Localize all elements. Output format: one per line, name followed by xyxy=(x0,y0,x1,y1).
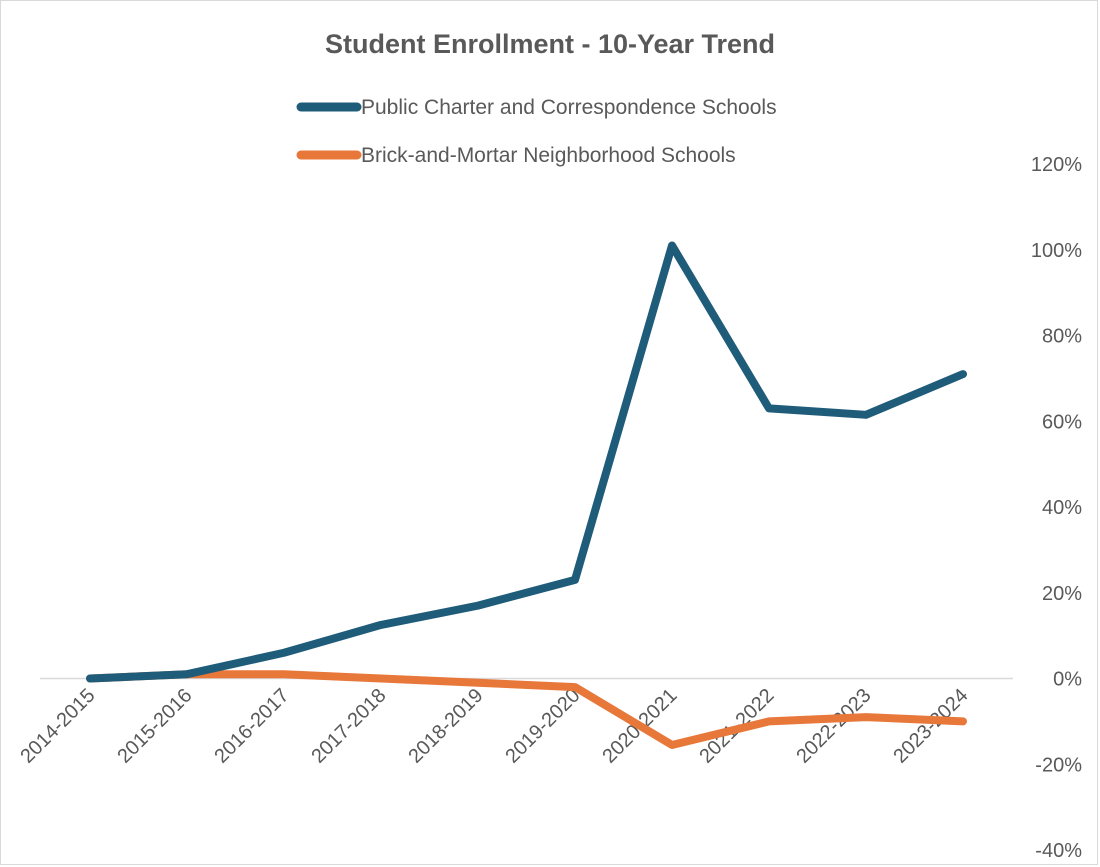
series xyxy=(86,241,967,749)
legend-label-public-charter: Public Charter and Correspondence School… xyxy=(361,96,777,119)
y-tick-label: 0% xyxy=(1053,669,1082,691)
legend-item-public-charter: Public Charter and Correspondence School… xyxy=(296,96,777,119)
legend-item-brick-and-mortar: Brick-and-Mortar Neighborhood Schools xyxy=(296,144,736,167)
x-tick-label: 2017-2018 xyxy=(307,684,390,767)
x-tick-label: 2019-2020 xyxy=(501,684,584,767)
x-tick-label: 2023-2024 xyxy=(889,684,972,767)
x-tick-label: 2014-2015 xyxy=(16,684,99,767)
x-axis: 2014-2015 2015-2016 2016-2017 2017-2018 2018… xyxy=(16,684,972,767)
x-tick-label: 2018-2019 xyxy=(404,684,487,767)
y-tick-label: 120% xyxy=(1031,154,1082,176)
legend: Public Charter and Correspondence School… xyxy=(296,96,777,167)
y-tick-label: 40% xyxy=(1042,497,1082,519)
y-tick-label: -20% xyxy=(1035,754,1082,776)
x-tick-label: 2015-2016 xyxy=(113,684,196,767)
y-axis: -40% -20% 0% 20% 40% 60% 80% 100% 120% xyxy=(1031,154,1082,862)
series-line-public-charter xyxy=(86,241,967,683)
y-tick-label: 20% xyxy=(1042,583,1082,605)
y-tick-label: 80% xyxy=(1042,326,1082,348)
legend-label-brick-and-mortar: Brick-and-Mortar Neighborhood Schools xyxy=(361,144,736,167)
series-line-brick-and-mortar xyxy=(86,670,967,749)
y-tick-label: -40% xyxy=(1035,840,1082,862)
y-tick-label: 60% xyxy=(1042,411,1082,433)
y-tick-label: 100% xyxy=(1031,240,1082,262)
x-tick-label: 2016-2017 xyxy=(210,684,293,767)
chart-title: Student Enrollment - 10-Year Trend xyxy=(325,29,775,59)
x-tick-label: 2022-2023 xyxy=(792,684,875,767)
